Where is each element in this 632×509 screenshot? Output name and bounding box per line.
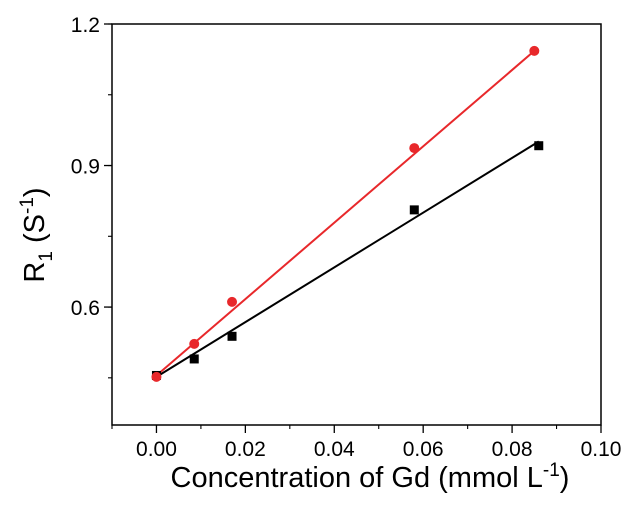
axes xyxy=(104,23,602,433)
plot-frame xyxy=(111,23,602,426)
square-point xyxy=(534,141,544,151)
x-tick-label: 0.04 xyxy=(314,438,355,461)
tick-labels: 0.00 0.02 0.04 0.06 0.08 0.10 0.6 0.9 1.2 xyxy=(71,14,622,461)
y-axis-title: R1 (S-1) xyxy=(17,187,57,282)
fit-lines xyxy=(155,50,540,378)
y-tick-label: 0.6 xyxy=(71,297,100,320)
fit-line-1 xyxy=(155,140,540,378)
square-point xyxy=(227,331,237,341)
x-tick-label: 0.06 xyxy=(403,438,444,461)
y-tick-label: 1.2 xyxy=(71,14,100,37)
circle-point xyxy=(227,296,238,307)
circle-point xyxy=(189,338,200,349)
x-tick-label: 0.02 xyxy=(225,438,266,461)
x-tick-label: 0.00 xyxy=(136,438,177,461)
y-tick-label: 0.9 xyxy=(71,156,100,179)
x-axis-title: Concentration of Gd (mmol L-1) xyxy=(171,460,570,494)
circle-point xyxy=(529,45,540,56)
circle-point xyxy=(409,143,420,154)
fit-line-2 xyxy=(155,50,535,377)
square-point xyxy=(409,205,419,215)
x-tick-label: 0.10 xyxy=(581,438,622,461)
x-tick-label: 0.08 xyxy=(492,438,533,461)
square-point xyxy=(189,354,199,364)
circle-point xyxy=(151,371,162,382)
data-points xyxy=(151,45,544,382)
